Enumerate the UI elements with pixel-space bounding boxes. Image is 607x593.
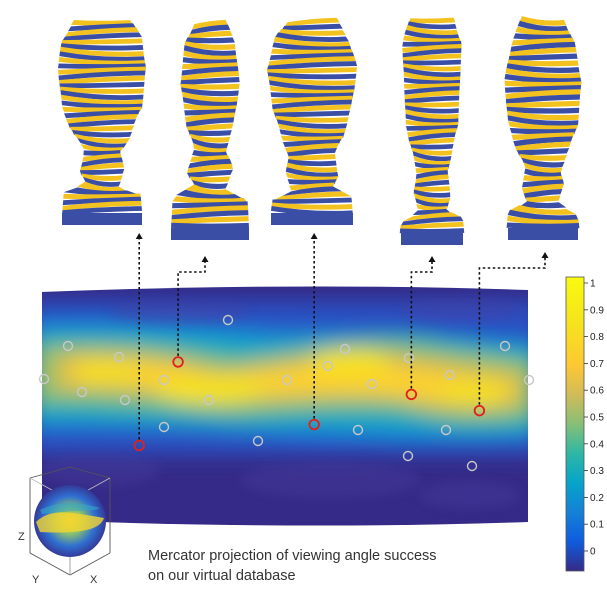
highlighted-view-point <box>473 404 486 417</box>
colorbar-gradient <box>565 276 585 572</box>
sample-point <box>158 374 170 386</box>
axes-gizmo <box>29 466 111 576</box>
axis-label-y: Y <box>32 574 40 586</box>
highlighted-views <box>133 233 549 452</box>
sample-points <box>38 314 535 472</box>
colorbar-tick-label: 0.6 <box>590 386 604 397</box>
caption-line-2: on our virtual database <box>148 568 296 584</box>
sample-point <box>322 360 334 372</box>
sample-point <box>440 424 452 436</box>
sample-point <box>523 374 535 386</box>
highlighted-view-point <box>405 388 418 401</box>
sample-point <box>444 369 456 381</box>
colorbar-tick-label: 0.4 <box>590 439 604 450</box>
leader-arrowhead <box>135 233 143 239</box>
statue-view-2 <box>171 19 249 240</box>
sample-point <box>466 460 478 472</box>
sample-point <box>62 340 74 352</box>
leader-arrowhead <box>541 252 549 258</box>
sample-point <box>222 314 234 326</box>
sample-point <box>158 421 170 433</box>
mercator-heatmap <box>42 286 528 526</box>
sample-point <box>339 343 351 355</box>
sphere <box>34 485 106 557</box>
axis-label-z: Z <box>18 531 25 543</box>
colorbar-tick-label: 0.1 <box>590 520 604 531</box>
statue-view-5 <box>504 16 582 240</box>
axis-label-x: X <box>90 574 98 586</box>
statue-view-4 <box>399 17 465 245</box>
caption-line-1: Mercator projection of viewing angle suc… <box>148 548 437 564</box>
leader-lines <box>138 237 546 440</box>
sample-point <box>403 352 415 364</box>
sample-point <box>352 424 364 436</box>
colorbar-tick-label: 0.8 <box>590 332 604 343</box>
colorbar-tick-label: 1 <box>590 279 596 290</box>
sample-point <box>366 378 378 390</box>
sample-point <box>281 374 293 386</box>
figure-caption: Mercator projection of viewing angle suc… <box>148 546 548 586</box>
colorbar-tick-label: 0 <box>590 547 596 558</box>
colorbar-tick-label: 0.9 <box>590 305 604 316</box>
colorbar-tick-label: 0.3 <box>590 466 604 477</box>
sample-point <box>252 435 264 447</box>
sample-point <box>499 340 511 352</box>
statue-view-3 <box>266 17 358 225</box>
sample-point <box>119 394 131 406</box>
highlighted-view-point <box>133 439 145 452</box>
highlighted-view-point <box>308 418 320 431</box>
highlighted-view-point <box>172 356 184 368</box>
leader-line <box>410 260 433 389</box>
colorbar: 0 0.1 0.2 0.3 0.4 0.5 0.6 0.7 0.8 0.9 1 <box>565 276 604 572</box>
colorbar-tick-label: 0.7 <box>590 359 604 370</box>
sample-point <box>203 394 215 406</box>
colorbar-tick-label: 0.2 <box>590 493 604 504</box>
sample-point <box>76 386 88 398</box>
sample-point <box>402 450 414 462</box>
colorbar-ticks: 0 0.1 0.2 0.3 0.4 0.5 0.6 0.7 0.8 0.9 1 <box>584 279 604 558</box>
colorbar-tick-label: 0.5 <box>590 413 604 424</box>
sample-point <box>113 351 125 363</box>
sample-point <box>38 373 50 385</box>
sculpture-views <box>58 16 582 245</box>
leader-arrowhead <box>310 233 318 239</box>
statue-view-1 <box>58 20 146 225</box>
leader-arrowhead <box>428 256 436 262</box>
leader-line <box>177 260 206 356</box>
leader-arrowhead <box>201 256 209 262</box>
